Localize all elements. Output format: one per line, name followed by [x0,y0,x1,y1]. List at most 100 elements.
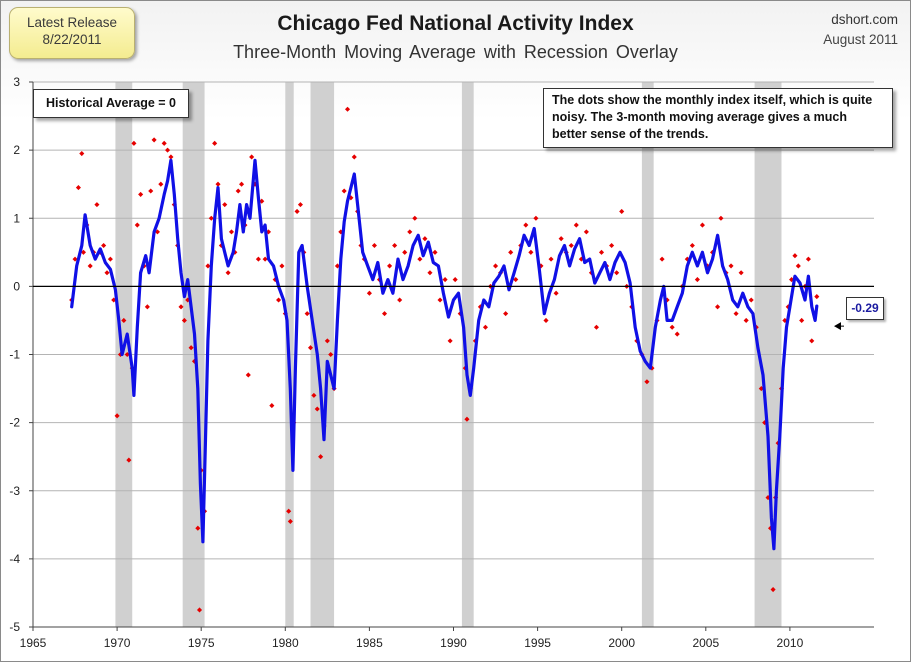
latest-release-badge: Latest Release 8/22/2011 [9,7,135,59]
monthly-dot [225,270,231,276]
monthly-dot [558,236,564,242]
monthly-dot [718,215,724,221]
monthly-dot [814,294,820,300]
chart-subtitle: Three-Month Moving Average with Recessio… [233,42,678,62]
monthly-dot [94,202,100,208]
y-tick-label: -2 [9,416,20,430]
monthly-dot [75,185,81,191]
monthly-dot [770,586,776,593]
monthly-dot [417,256,423,262]
monthly-dot [659,256,665,262]
monthly-dot [387,263,393,269]
monthly-dot [614,270,620,276]
monthly-dot [148,188,154,194]
monthly-dot [215,181,221,187]
monthly-dot [79,150,85,157]
monthly-dot [276,297,282,303]
monthly-dot [432,249,438,255]
x-tick-label: 1965 [20,636,47,650]
monthly-dot [392,242,398,249]
y-tick-label: 1 [13,211,20,225]
monthly-dot [792,253,798,259]
y-tick-label: 2 [13,143,20,157]
monthly-dot [307,345,314,351]
monthly-dot [427,270,433,276]
monthly-dot [324,338,330,344]
monthly-dot [126,457,132,463]
x-tick-label: 1995 [524,636,551,650]
monthly-dot [553,290,559,296]
monthly-dot [314,406,320,412]
monthly-dot [609,242,615,249]
monthly-dot [371,242,377,249]
monthly-dot [297,202,303,208]
monthly-dot [151,137,157,143]
y-tick-label: 0 [13,279,20,293]
monthly-dot [205,263,211,269]
monthly-dot [269,403,275,409]
monthly-dot [344,106,351,112]
monthly-dot [573,222,579,228]
monthly-dot [245,372,251,378]
monthly-dot [138,191,144,197]
monthly-dot [809,338,815,344]
monthly-dot [311,392,317,398]
monthly-dot [318,454,324,460]
monthly-dot [402,249,408,255]
monthly-dot [168,154,174,160]
monthly-dot [101,242,107,249]
monthly-dot [407,229,413,235]
monthly-dot [161,140,167,146]
monthly-dot [728,263,734,269]
monthly-dot [442,277,448,283]
release-label: Latest Release [26,15,118,30]
monthly-dot [699,222,705,228]
monthly-dot [593,324,600,330]
monthly-dot [437,297,443,303]
monthly-dot [104,270,110,276]
y-tick-label: -1 [9,348,20,362]
monthly-dot [134,222,140,228]
monthly-dot [738,270,744,276]
monthly-dot [513,277,519,283]
monthly-dot [447,338,453,344]
monthly-dot [341,188,347,194]
dots-explanation-note: The dots show the monthly index itself, … [543,88,893,148]
monthly-dot [262,256,268,262]
monthly-dot [548,256,554,262]
monthly-dot [107,256,113,262]
monthly-dot [235,188,241,194]
x-tick-label: 2005 [692,636,719,650]
monthly-dot [669,324,675,330]
monthly-dot [87,263,93,269]
moving-average-line [70,158,819,551]
monthly-dot [493,263,499,269]
monthly-dot [212,140,218,146]
x-tick-label: 2000 [608,636,635,650]
source-date: August 2011 [823,32,898,47]
monthly-dot [287,518,293,524]
monthly-dot [748,297,754,303]
chart-title: Chicago Fed National Activity Index [277,12,634,35]
monthly-dot [619,208,625,214]
monthly-dot [334,263,340,269]
monthly-dot [144,304,150,310]
monthly-dot [165,147,171,153]
source-site: dshort.com [831,12,898,27]
y-tick-label: 3 [13,75,20,89]
monthly-dot [381,311,388,317]
monthly-dot [294,208,300,214]
monthly-dot [239,181,245,187]
monthly-dot [508,249,514,255]
last-value-label: -0.29 [846,297,884,320]
monthly-dot [328,351,334,358]
source-credit: dshort.com August 2011 [823,10,898,50]
monthly-dot [533,215,539,221]
y-tick-label: -4 [9,552,20,566]
monthly-dot [733,311,739,317]
monthly-dot [583,229,589,235]
monthly-dot [482,324,489,330]
monthly-dot [412,215,418,221]
x-tick-label: 1980 [272,636,299,650]
